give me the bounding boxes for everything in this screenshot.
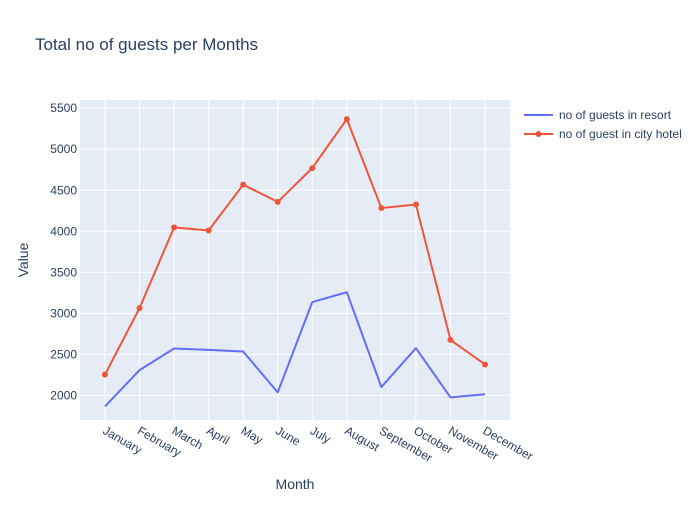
data-point	[309, 165, 316, 172]
x-tick-label: January	[101, 423, 145, 456]
y-axis-ticks: 2000 2500 3000 3500 4000 4500 5000 5500	[50, 101, 77, 402]
data-point	[136, 305, 143, 312]
data-point	[482, 361, 488, 368]
chart-title: Total no of guests per Months	[35, 35, 258, 54]
legend-marker	[535, 131, 542, 137]
y-tick-label: 2000	[50, 388, 77, 402]
y-tick-label: 2500	[50, 347, 77, 361]
data-point	[171, 224, 178, 231]
legend-label: no of guest in city hotel	[559, 127, 682, 141]
data-point	[102, 371, 108, 378]
series-layer	[102, 116, 488, 408]
y-tick-label: 3500	[50, 265, 77, 279]
data-point	[412, 201, 419, 208]
legend-item[interactable]: no of guests in resort	[524, 108, 672, 122]
legend-label: no of guests in resort	[559, 108, 672, 122]
series-line	[104, 118, 486, 376]
x-tick-label: June	[273, 423, 303, 448]
y-axis-title: Value	[15, 242, 31, 277]
x-tick-label: May	[239, 423, 266, 446]
x-tick-label: August	[342, 423, 382, 454]
data-point	[447, 336, 454, 343]
data-point	[378, 205, 385, 212]
data-point	[343, 116, 350, 123]
series-line	[104, 291, 486, 408]
plot-background	[80, 100, 510, 420]
legend-item[interactable]: no of guest in city hotel	[524, 127, 682, 141]
data-point	[205, 227, 212, 234]
y-tick-label: 4000	[50, 224, 77, 238]
y-tick-label: 4500	[50, 183, 77, 197]
y-tick-label: 3000	[50, 306, 77, 320]
x-tick-label: July	[308, 423, 333, 446]
data-point	[274, 198, 281, 205]
grid-lines	[80, 100, 510, 420]
y-tick-label: 5500	[50, 101, 77, 115]
x-tick-label: April	[204, 423, 232, 447]
data-point	[240, 181, 247, 188]
x-axis-title: Month	[276, 476, 315, 492]
legend[interactable]: no of guests in resort no of guest in cit…	[524, 108, 682, 141]
y-tick-label: 5000	[50, 142, 77, 156]
